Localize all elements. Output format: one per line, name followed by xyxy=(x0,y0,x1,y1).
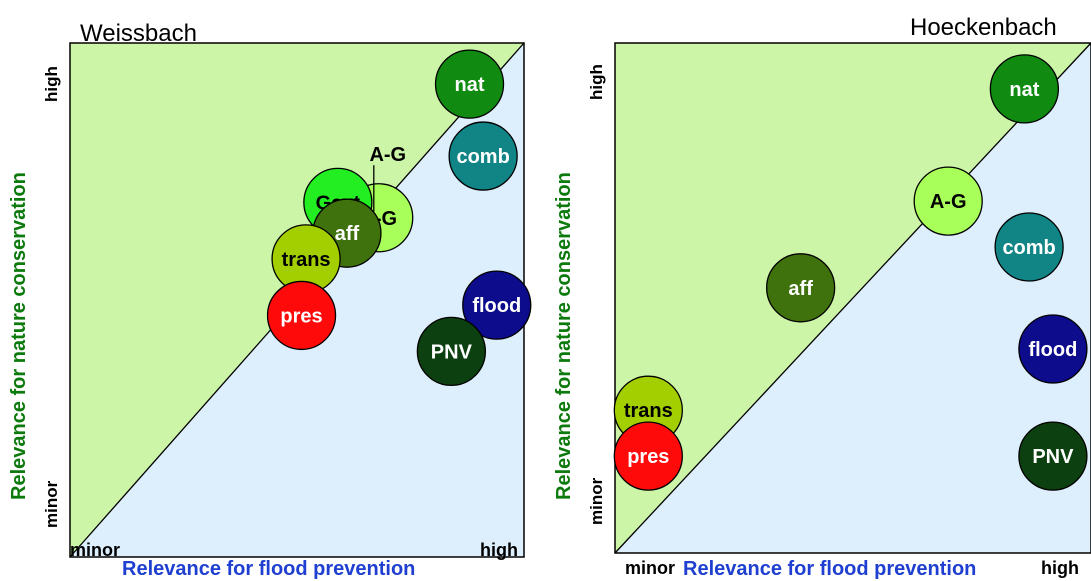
point-label: PNV xyxy=(431,341,473,363)
y-axis-label: Relevance for nature conservation xyxy=(8,172,30,500)
point-marker xyxy=(448,121,518,191)
point-aff: aff xyxy=(765,253,836,323)
weissbach-panel: Weissbach Relevance for nature conservat… xyxy=(0,0,545,581)
point-marker xyxy=(913,166,983,236)
point-nat: nat xyxy=(989,54,1060,124)
point-marker xyxy=(989,54,1060,124)
point-trans: trans xyxy=(271,224,341,294)
point-label: nat xyxy=(455,74,485,96)
point-marker xyxy=(613,421,683,491)
y-tick-minor: minor xyxy=(587,477,606,525)
point-flood: flood xyxy=(462,270,532,340)
point-marker xyxy=(1018,314,1088,384)
y-tick-high: high xyxy=(587,64,606,100)
point-label: nat xyxy=(1009,79,1039,101)
point-label: pres xyxy=(627,446,669,468)
x-tick-high: high xyxy=(1041,558,1079,578)
point-comb: comb xyxy=(448,121,518,191)
point-marker xyxy=(266,280,337,351)
point-label: pres xyxy=(280,305,322,327)
point-label: comb xyxy=(456,146,509,168)
plot-area: nat A-G comb aff flood trans pres PNV xyxy=(613,42,1091,554)
point-pnv: PNV xyxy=(1018,421,1088,491)
y-axis-label: Relevance for nature conservation xyxy=(553,172,575,500)
point-marker xyxy=(1018,421,1088,491)
x-axis-label: Relevance for flood prevention xyxy=(122,558,416,580)
point-marker xyxy=(765,253,836,323)
point-label: comb xyxy=(1002,237,1055,259)
point-marker xyxy=(462,270,532,340)
point-marker xyxy=(434,49,505,119)
point-marker xyxy=(994,212,1064,282)
point-label: trans xyxy=(282,249,331,271)
point-pres: pres xyxy=(613,421,683,491)
diagonal-line xyxy=(614,42,1091,554)
point-label: PNV xyxy=(1032,446,1074,468)
point-comb: comb xyxy=(994,212,1064,282)
point-label: A-G xyxy=(930,191,967,213)
annotation-label: A-G xyxy=(369,144,406,166)
point-marker xyxy=(416,316,487,387)
point-a-g: A-G xyxy=(913,166,983,236)
point-nat: nat xyxy=(434,49,505,119)
point-flood: flood xyxy=(1018,314,1088,384)
x-tick-minor: minor xyxy=(70,540,121,560)
point-label: flood xyxy=(1028,339,1077,361)
x-axis-label: Relevance for flood prevention xyxy=(683,558,977,580)
x-tick-high: high xyxy=(480,540,518,560)
x-tick-minor: minor xyxy=(625,558,676,578)
y-tick-high: high xyxy=(42,66,61,102)
y-tick-minor: minor xyxy=(42,480,61,528)
point-label: flood xyxy=(472,295,521,317)
chart-title: Hoeckenbach xyxy=(910,14,1057,41)
point-label: trans xyxy=(624,400,673,422)
point-label: aff xyxy=(788,278,813,300)
point-pnv: PNV xyxy=(416,316,487,387)
plot-frame xyxy=(614,42,1091,554)
point-label: aff xyxy=(335,223,360,245)
point-pres: pres xyxy=(266,280,337,351)
hoeckenbach-panel: Hoeckenbach Relevance for nature conserv… xyxy=(545,0,1091,581)
